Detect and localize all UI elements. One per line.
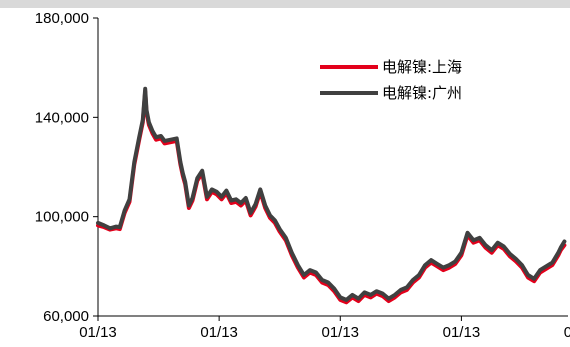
series-line-guangzhou	[96, 86, 567, 302]
x-tick-label: 01/13	[79, 324, 117, 341]
y-tick-label: 180,000	[35, 10, 89, 27]
series-layer	[96, 86, 567, 305]
y-axis: 60,000 100,000 140,000 180,000	[35, 10, 99, 325]
y-tick-label: 140,000	[35, 109, 89, 126]
y-tick-label: 60,000	[43, 308, 89, 325]
top-border-bar	[0, 0, 570, 8]
x-tick-label: 01/13	[200, 324, 238, 341]
y-tick-label: 100,000	[35, 209, 89, 226]
x-tick-label: 01/13	[321, 324, 359, 341]
x-tick-label: 01/13	[564, 324, 570, 341]
series-line-shanghai	[96, 89, 567, 305]
legend-label: 电解镍:上海	[382, 58, 462, 76]
x-axis: 01/13 01/13 01/13 01/13 01/13	[79, 315, 570, 341]
x-tick-label: 01/13	[443, 324, 481, 341]
legend-label: 电解镍:广州	[382, 84, 462, 102]
